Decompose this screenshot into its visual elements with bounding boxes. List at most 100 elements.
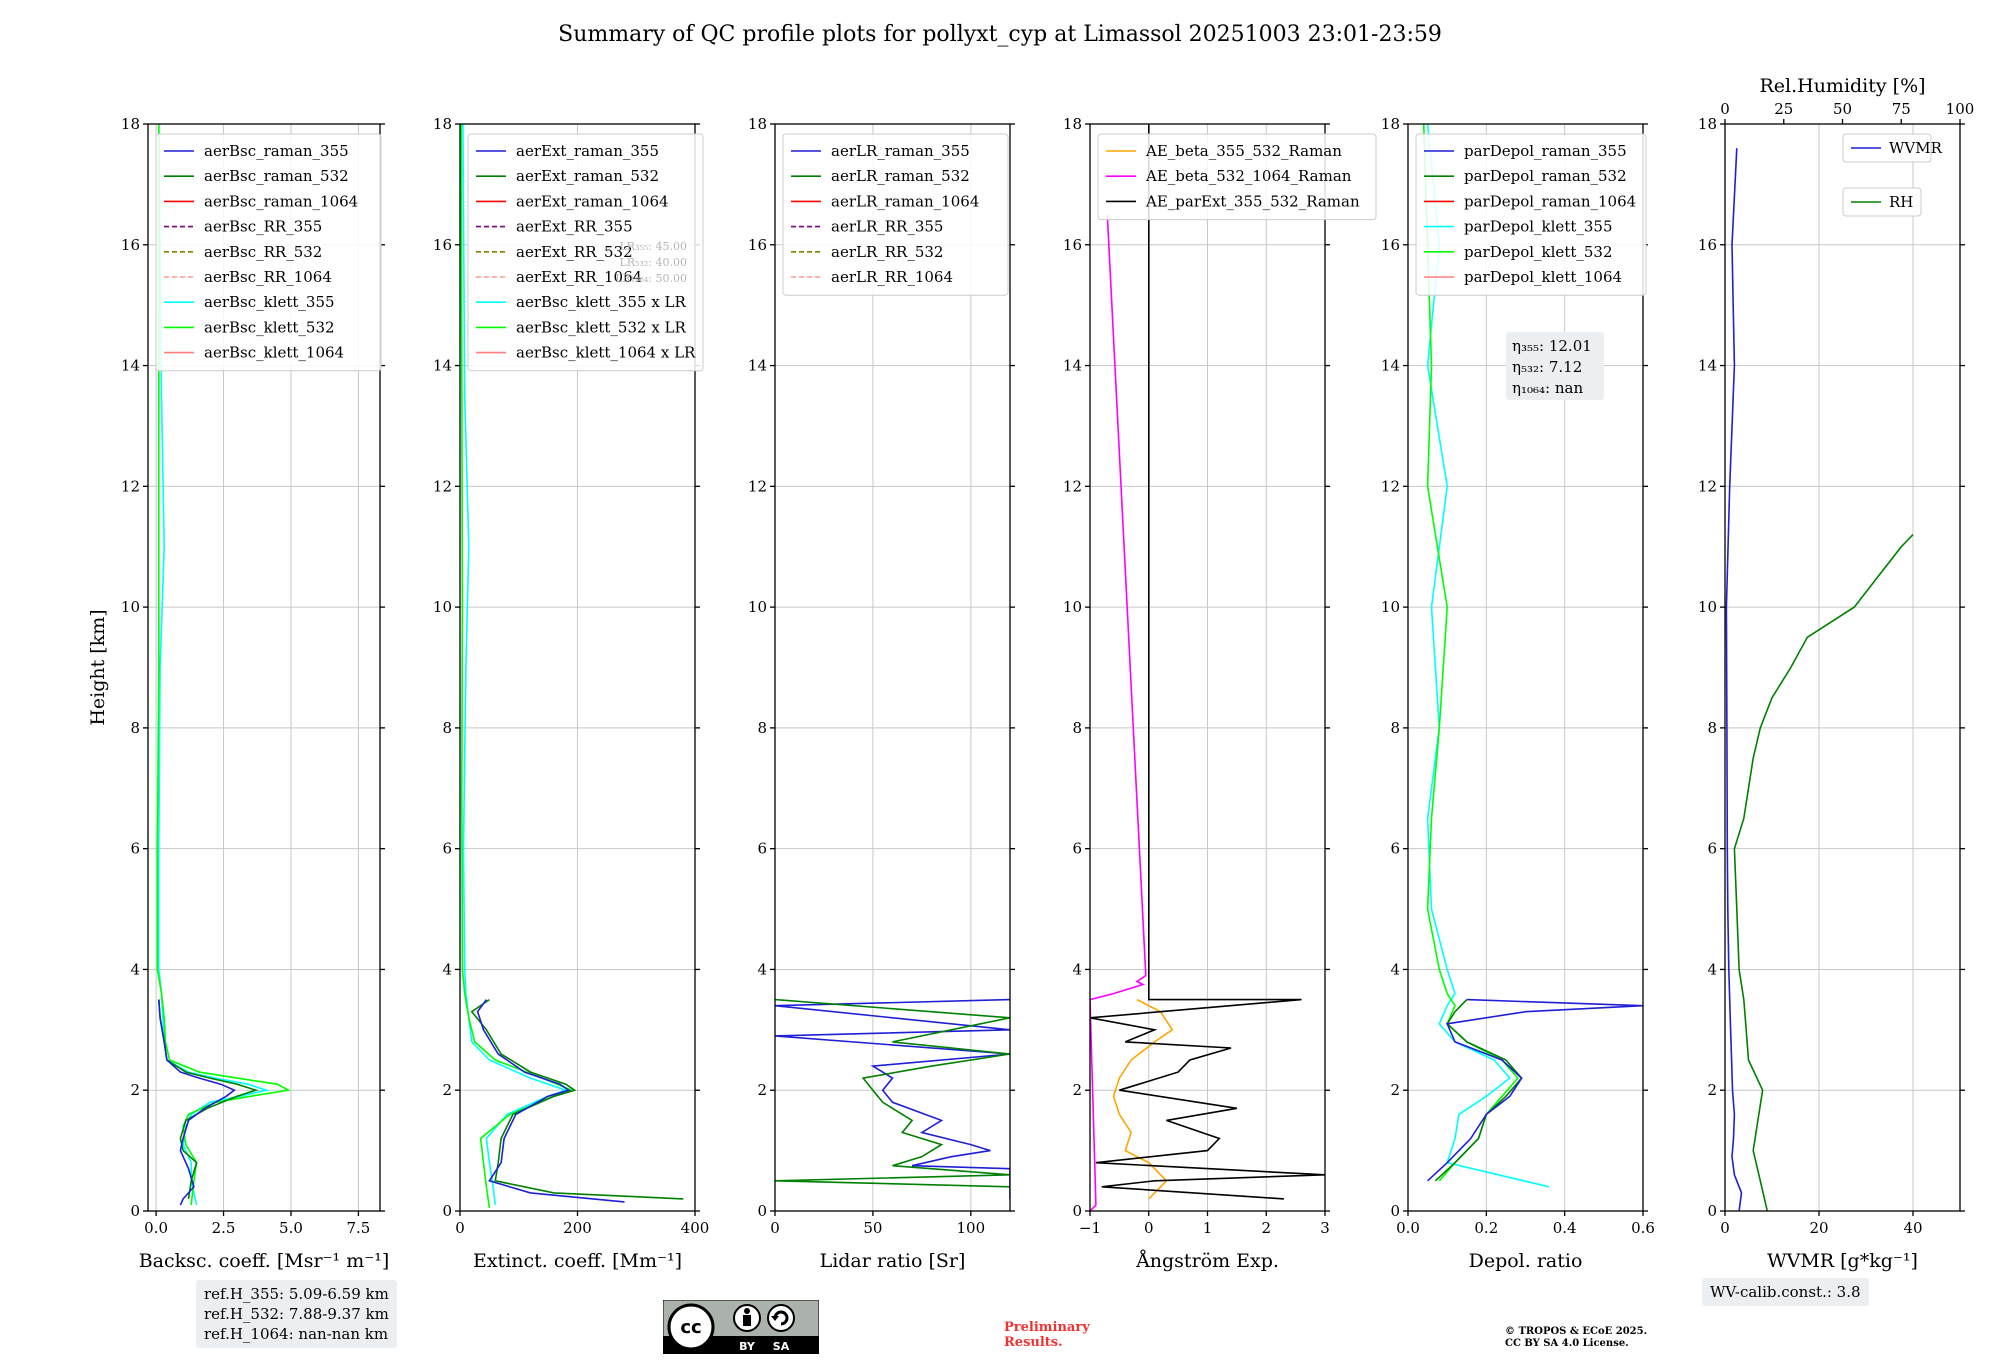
y-tick-label: 10	[1063, 598, 1082, 616]
y-tick-label: 18	[1698, 115, 1717, 133]
y-axis-label: Height [km]	[87, 609, 109, 725]
cc-text: cc	[680, 1317, 701, 1338]
legend-label: aerLR_RR_1064	[831, 268, 953, 286]
eta-label: η₃₅₅: 12.01	[1512, 337, 1592, 355]
panel-lr: 0 2 4 6 8 10 12 14 16 18 0 50 100 Lidar ratio [Sr] aer…	[748, 115, 1015, 1272]
legend-box	[782, 133, 1009, 296]
y-tick-label: 0	[442, 1202, 452, 1220]
wv-calibration-box: WV-calib.const.: 3.8	[1702, 1278, 1869, 1306]
legend-label: aerLR_raman_355	[831, 142, 970, 160]
x-tick-label: 50	[863, 1219, 882, 1237]
ref-height-355: ref.H_355: 5.09-6.59 km	[204, 1285, 389, 1303]
y-tick-label: 8	[1390, 719, 1400, 737]
y-tick-label: 0	[1707, 1202, 1717, 1220]
legend-label: aerBsc_klett_1064 x LR	[516, 344, 696, 362]
legend-label: aerExt_raman_355	[516, 142, 659, 160]
series-AE_beta_532_1064_Raman	[1090, 214, 1147, 1211]
series-aerBsc_klett_532	[156, 124, 291, 1206]
y-tick-label: 16	[1698, 236, 1717, 254]
x-tick-label: 0.2	[1474, 1219, 1498, 1237]
y-tick-label: 14	[1698, 357, 1717, 375]
y-tick-label: 0	[1390, 1202, 1400, 1220]
by-icon	[733, 1304, 761, 1332]
top-axis-label: Rel.Humidity [%]	[1759, 75, 1925, 97]
ref-height-1064: ref.H_1064: nan-nan km	[204, 1325, 389, 1343]
y-tick-label: 14	[748, 357, 767, 375]
axes-frame	[1724, 123, 1961, 1212]
legend-label: aerBsc_klett_355 x LR	[516, 293, 687, 311]
y-tick-label: 14	[1063, 357, 1082, 375]
x-tick-label: 0.6	[1631, 1219, 1655, 1237]
x-tick-label: 7.5	[346, 1219, 370, 1237]
lr-annotation: LR₁₀₆₄: 50.00	[615, 272, 687, 285]
legend-label: aerLR_RR_532	[831, 243, 943, 261]
ref-height-532: ref.H_532: 7.88-9.37 km	[204, 1305, 389, 1323]
y-tick-label: 0	[757, 1202, 767, 1220]
copyright-line-2: CC BY SA 4.0 License.	[1505, 1338, 1629, 1349]
legend-label: aerBsc_klett_532 x LR	[516, 318, 687, 336]
legend-label: RH	[1889, 193, 1913, 211]
legend-label: aerLR_raman_532	[831, 167, 970, 185]
panel-bsc: 0 2 4 6 8 10 12 14 16 18 0.0 2.5 5.0 7.5 Backsc. coeff…	[87, 115, 389, 1272]
legend-box	[155, 133, 382, 372]
y-tick-label: 18	[1381, 115, 1400, 133]
legend-label: aerLR_RR_355	[831, 218, 943, 236]
series-aerBsc_raman_355	[158, 999, 236, 1206]
preliminary-line-2: Results.	[1004, 1335, 1063, 1350]
y-tick-label: 4	[1072, 960, 1082, 978]
cc-license-badge: cc BY SA	[663, 1300, 819, 1354]
legend-label: parDepol_raman_355	[1464, 142, 1627, 160]
y-tick-label: 2	[130, 1081, 140, 1099]
y-tick-label: 4	[1707, 960, 1717, 978]
x-axis-label: Backsc. coeff. [Msr⁻¹ m⁻¹]	[139, 1250, 390, 1272]
y-tick-label: 2	[1707, 1081, 1717, 1099]
preliminary-notice: Preliminary Results.	[1004, 1320, 1090, 1350]
legend-label: aerLR_raman_1064	[831, 192, 979, 210]
top-x-tick-label: 25	[1774, 100, 1793, 118]
legend-label: aerBsc_raman_355	[204, 142, 349, 160]
legend-label: aerExt_RR_532	[516, 243, 633, 261]
series-aerBsc_klett_532 x LR	[460, 124, 574, 1209]
y-tick-label: 12	[433, 477, 452, 495]
preliminary-line-1: Preliminary	[1004, 1320, 1090, 1335]
legend-box	[1415, 133, 1647, 296]
y-tick-label: 2	[1072, 1081, 1082, 1099]
x-tick-label: 200	[563, 1219, 592, 1237]
legend-label: AE_beta_532_1064_Raman	[1145, 167, 1352, 185]
axes-frame	[147, 123, 381, 1212]
x-axis-label: Extinct. coeff. [Mm⁻¹]	[473, 1250, 682, 1272]
series-aerBsc_klett_355 x LR	[462, 124, 569, 1206]
series-aerLR_raman_532	[775, 998, 1010, 1188]
copyright-notice: © TROPOS & ECoE 2025. CC BY SA 4.0 Licen…	[1505, 1326, 1647, 1350]
by-text: BY	[739, 1340, 756, 1353]
y-tick-label: 8	[1707, 719, 1717, 737]
top-x-tick-label: 100	[1946, 100, 1975, 118]
x-tick-label: 0	[1720, 1219, 1730, 1237]
y-tick-label: 6	[1072, 840, 1082, 858]
y-tick-label: 10	[121, 598, 140, 616]
legend-ae: AE_beta_355_532_Raman AE_beta_532_1064_Ra…	[1097, 133, 1377, 221]
y-tick-label: 8	[1072, 719, 1082, 737]
legend-lr: aerLR_raman_355 aerLR_raman_532 aerLR_rama…	[782, 133, 1009, 296]
y-tick-label: 14	[433, 357, 452, 375]
y-tick-label: 6	[1707, 840, 1717, 858]
legend-label: WVMR	[1889, 139, 1943, 157]
x-tick-label: 0.0	[144, 1219, 168, 1237]
x-tick-label: 100	[957, 1219, 986, 1237]
y-tick-label: 6	[442, 840, 452, 858]
eta-box-bg	[1506, 332, 1604, 400]
top-x-tick-label: 75	[1892, 100, 1911, 118]
top-x-tick-label: 0	[1720, 100, 1730, 118]
x-axis-label: WVMR [g*kg⁻¹]	[1767, 1250, 1918, 1272]
y-tick-label: 10	[1698, 598, 1717, 616]
legend-depol: parDepol_raman_355 parDepol_raman_532 parD…	[1415, 133, 1647, 296]
x-tick-label: 0.4	[1553, 1219, 1577, 1237]
y-tick-label: 12	[1381, 477, 1400, 495]
x-tick-label: 2	[1261, 1219, 1271, 1237]
legend-RH: RH	[1842, 187, 1922, 217]
x-tick-label: 400	[681, 1219, 710, 1237]
y-tick-label: 4	[130, 960, 140, 978]
